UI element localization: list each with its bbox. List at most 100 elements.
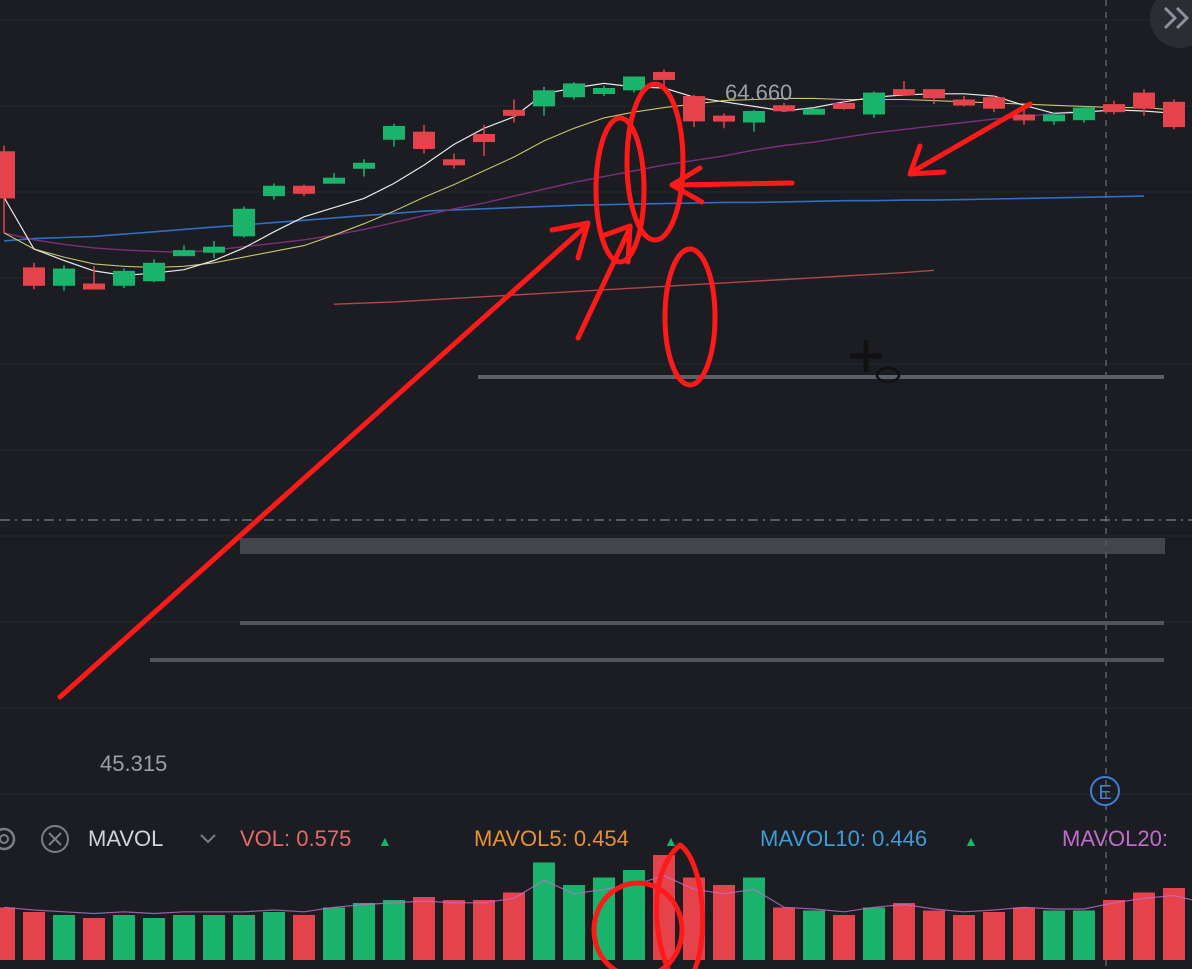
candle-body [563,83,585,98]
candle-body [533,90,555,107]
volume-bar [203,915,225,960]
candle-body [473,134,495,143]
volume-bar [743,877,765,960]
double-chevron-right-icon [1163,6,1190,30]
candle [23,262,45,290]
mavol20-value-label: MAVOL20: [1062,826,1168,851]
volume-bar [833,915,855,960]
candle-body [713,115,735,122]
volume-bar [563,885,585,960]
candle [173,245,195,257]
diag-arrow-line [909,101,1033,175]
candle [563,82,585,100]
candle-body [23,267,45,286]
mavol5-up-arrow: ▲ [664,833,678,849]
candle [773,102,795,112]
volume-bar [983,912,1005,960]
volume-bar [293,915,315,960]
candle-body [683,96,705,122]
volume-bar [623,870,645,960]
volume-bar [503,892,525,960]
volume-bar [1043,910,1065,960]
ma-blue-line [3,195,1145,242]
candle-body [383,125,405,140]
candle [1043,112,1065,125]
event-marker[interactable]: E [1090,776,1120,806]
volume-bar [593,877,615,960]
volume-bar [1163,888,1185,960]
vol-value-label: VOL: 0.575 [240,826,351,851]
candle-body [233,208,255,237]
circle-mark [662,246,718,388]
ma-red-line [333,269,935,305]
cursor-magnet-icon [875,366,901,384]
candles-layer[interactable] [0,69,1185,291]
candle-body [1073,107,1095,121]
candle-body [803,108,825,115]
volume-bar [1103,900,1125,960]
candle [353,159,375,177]
diag-arrow-head [907,143,947,177]
candle-body [503,109,525,116]
candle [863,91,885,118]
candle-body [593,88,615,94]
candle-body [863,92,885,115]
low-price-label: 45.315 [100,751,167,776]
mavol10-up-arrow: ▲ [964,833,978,849]
expand-button[interactable] [1150,0,1192,48]
candle-body [1103,104,1125,113]
volume-bar [53,915,75,960]
candle [803,107,825,115]
volume-bar [83,918,105,960]
candle-body [413,131,435,149]
close-icon[interactable] [41,825,69,853]
volume-bars-layer[interactable] [0,855,1192,960]
mavol10-value-label: MAVOL10: 0.446 [760,826,927,851]
candle-body [353,162,375,169]
candle [1013,108,1035,125]
mavol5-value-label: MAVOL5: 0.454 [474,826,629,851]
candle-body [773,105,795,112]
gear-icon[interactable] [0,827,16,851]
volume-bar [1133,892,1155,960]
candle-body [833,102,855,109]
second-arrow-line [575,225,633,341]
candle [113,268,135,289]
mavol-indicator-label[interactable]: MAVOL [88,826,163,851]
candle-body [1163,101,1185,128]
level-zone [240,538,1165,554]
chevron-down-icon[interactable] [200,834,216,844]
volume-bar [713,885,735,960]
candle [0,145,15,233]
candle [1133,89,1155,116]
candle-body [623,76,645,91]
candle [473,124,495,156]
circle-mark [593,115,647,265]
candle-body [1133,92,1155,109]
candle-body [893,89,915,96]
candle [743,109,765,132]
ma-white-line [3,82,1175,277]
circle-mark [624,81,686,243]
candle [233,206,255,238]
volume-bar [533,862,555,960]
candle [413,124,435,154]
candle-body [143,262,165,282]
candle [203,240,225,259]
event-letter-icon: E [1098,782,1111,804]
candle [83,266,105,290]
candle [143,259,165,283]
candle [983,94,1005,113]
candle-body [653,71,675,80]
moving-average-lines [3,82,1175,305]
candle [1163,99,1185,130]
left-arrow-head [669,165,705,205]
volume-bar [383,900,405,960]
candle [293,184,315,197]
circle-mark [591,880,685,969]
candle [443,153,465,169]
candle-body [1043,114,1065,122]
